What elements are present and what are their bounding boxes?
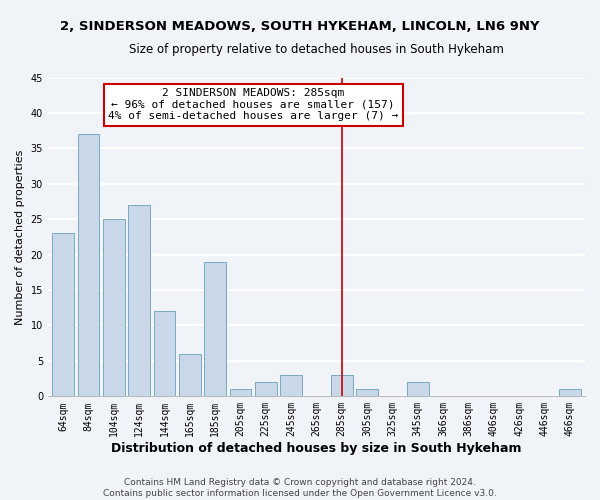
Bar [154,312,175,396]
Text: 2 SINDERSON MEADOWS: 285sqm
← 96% of detached houses are smaller (157)
4% of sem: 2 SINDERSON MEADOWS: 285sqm ← 96% of det… [108,88,398,122]
Bar [77,134,99,396]
Bar [230,389,251,396]
Bar [331,375,353,396]
Bar [559,389,581,396]
Bar [179,354,200,397]
Y-axis label: Number of detached properties: Number of detached properties [15,149,25,324]
Bar [407,382,428,396]
Bar [52,234,74,396]
Bar [128,205,150,396]
Bar [103,219,125,396]
Bar [356,389,378,396]
Bar [255,382,277,396]
Title: Size of property relative to detached houses in South Hykeham: Size of property relative to detached ho… [129,42,504,56]
Bar [205,262,226,396]
Text: Contains HM Land Registry data © Crown copyright and database right 2024.
Contai: Contains HM Land Registry data © Crown c… [103,478,497,498]
Bar [280,375,302,396]
X-axis label: Distribution of detached houses by size in South Hykeham: Distribution of detached houses by size … [111,442,522,455]
Text: 2, SINDERSON MEADOWS, SOUTH HYKEHAM, LINCOLN, LN6 9NY: 2, SINDERSON MEADOWS, SOUTH HYKEHAM, LIN… [60,20,540,33]
